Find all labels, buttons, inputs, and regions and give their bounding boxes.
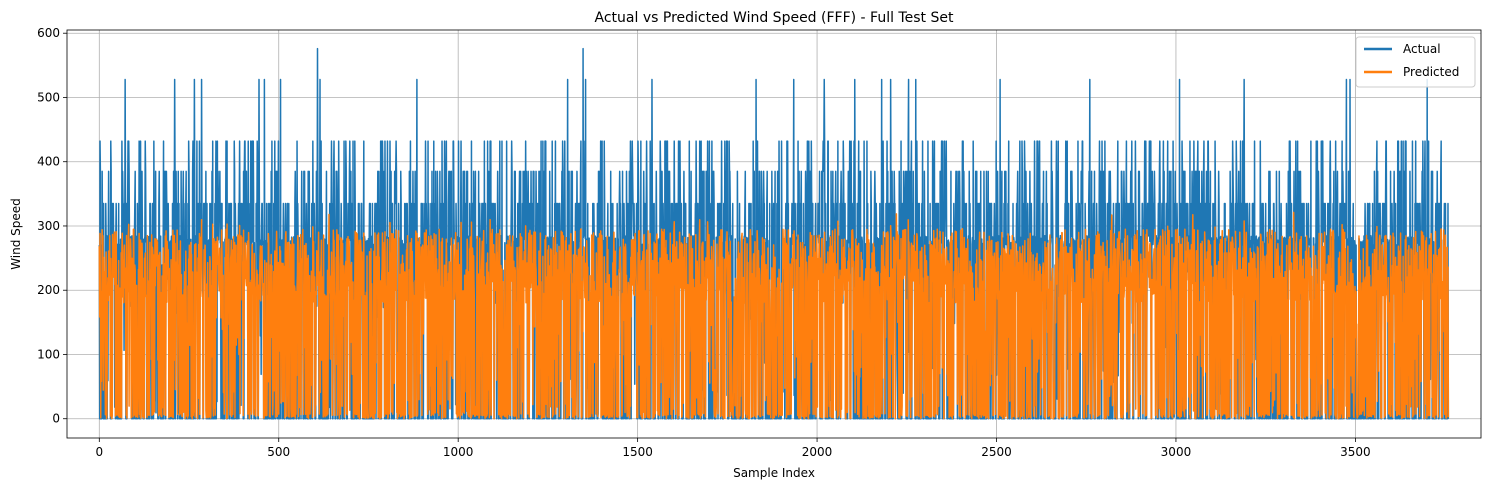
legend: Actual Predicted — [1355, 36, 1476, 88]
y-tick-label: 600 — [37, 26, 60, 40]
y-tick-label: 500 — [37, 90, 60, 104]
plot-area — [98, 47, 1450, 420]
legend-label-predicted: Predicted — [1403, 65, 1459, 79]
y-tick-label: 0 — [52, 412, 60, 426]
x-tick-label: 3000 — [1161, 445, 1192, 459]
y-axis: 0 100 200 300 400 500 600 — [37, 26, 67, 426]
x-axis-label: Sample Index — [733, 466, 815, 480]
y-tick-label: 100 — [37, 347, 60, 361]
x-tick-label: 2000 — [802, 445, 833, 459]
legend-label-actual: Actual — [1403, 42, 1441, 56]
x-tick-label: 1500 — [622, 445, 653, 459]
y-tick-label: 200 — [37, 283, 60, 297]
x-axis: 0 500 1000 1500 2000 2500 3000 3500 — [95, 438, 1371, 459]
series-predicted-line — [98, 211, 1450, 420]
plot-frame — [66, 29, 1482, 439]
y-tick-label: 400 — [37, 155, 60, 169]
x-tick-label: 1000 — [443, 445, 474, 459]
y-axis-label: Wind Speed — [9, 198, 23, 270]
y-tick-label: 300 — [37, 219, 60, 233]
series-actual-line — [98, 47, 1450, 420]
x-tick-label: 500 — [267, 445, 290, 459]
x-tick-label: 3500 — [1340, 445, 1371, 459]
x-tick-label: 0 — [95, 445, 103, 459]
chart-title: Actual vs Predicted Wind Speed (FFF) - F… — [595, 10, 954, 26]
x-tick-label: 2500 — [981, 445, 1012, 459]
